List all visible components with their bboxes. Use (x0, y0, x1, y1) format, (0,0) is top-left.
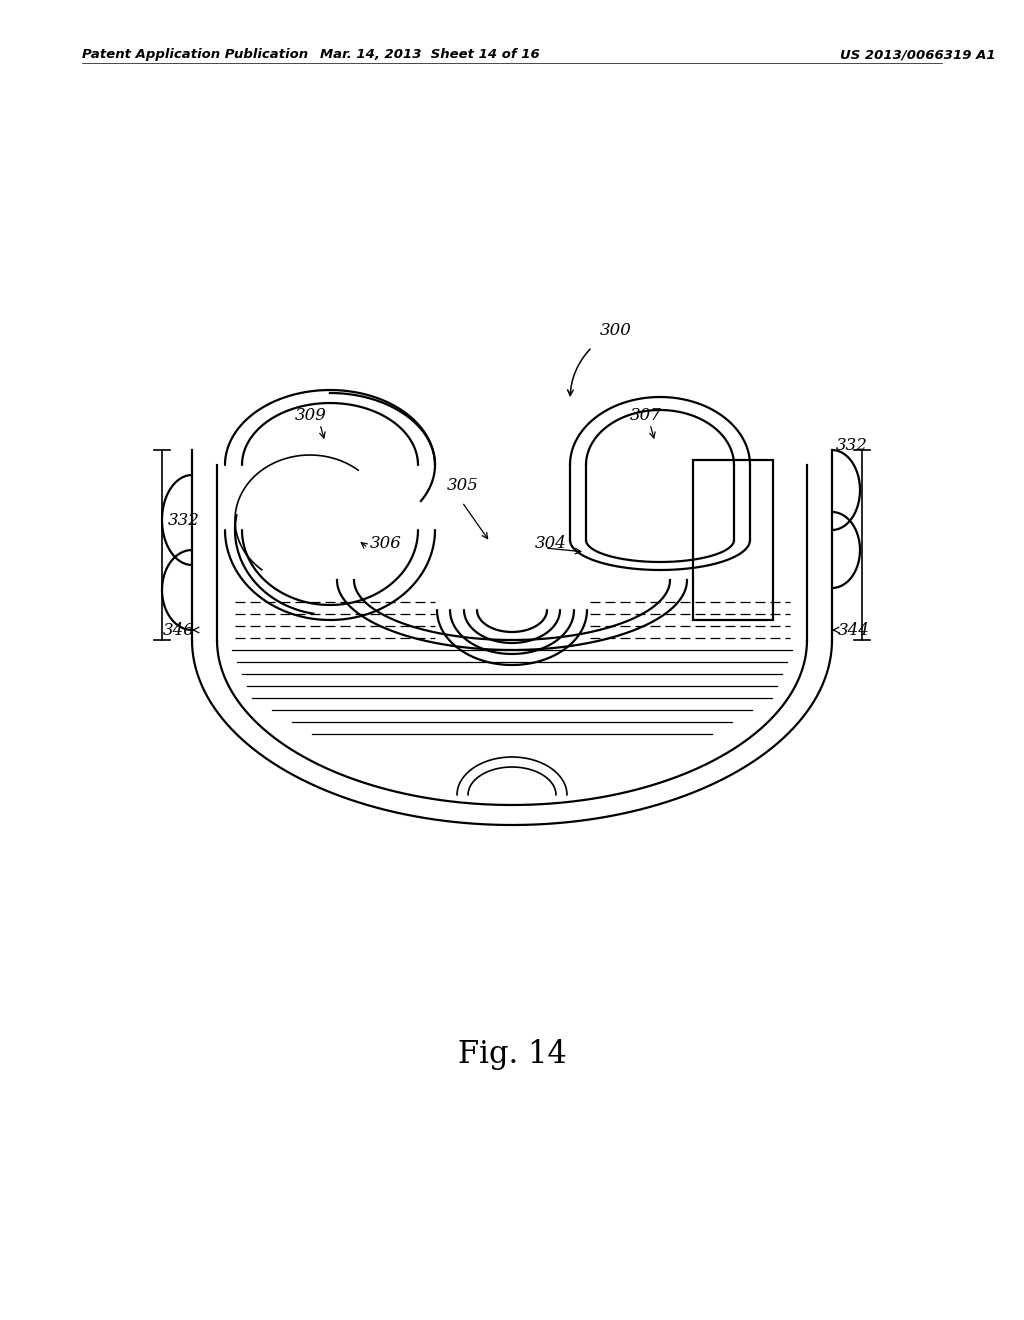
Text: 305: 305 (447, 477, 479, 494)
Text: 332: 332 (168, 512, 200, 529)
Bar (693, 459, 773, 620)
Text: 300: 300 (600, 322, 632, 339)
Text: Patent Application Publication: Patent Application Publication (82, 48, 308, 61)
Text: 346: 346 (163, 622, 195, 639)
Text: 344: 344 (838, 622, 869, 639)
Text: 332: 332 (836, 437, 868, 454)
Text: Mar. 14, 2013  Sheet 14 of 16: Mar. 14, 2013 Sheet 14 of 16 (321, 48, 540, 61)
Text: US 2013/0066319 A1: US 2013/0066319 A1 (840, 48, 995, 61)
Text: 309: 309 (295, 407, 327, 424)
Text: 307: 307 (630, 407, 662, 424)
Text: Fig. 14: Fig. 14 (458, 1040, 566, 1071)
Text: 306: 306 (370, 535, 401, 552)
Text: 304: 304 (535, 535, 567, 552)
